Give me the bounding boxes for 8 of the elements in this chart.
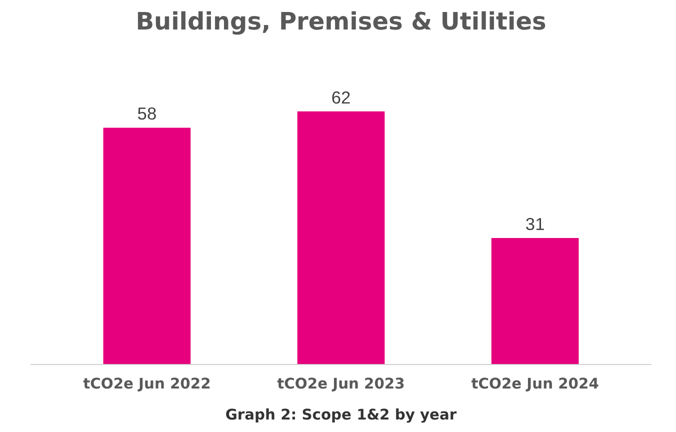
x-tick-label: tCO2e Jun 2024 <box>471 376 599 392</box>
data-label: 58 <box>137 104 157 124</box>
data-label: 31 <box>525 214 545 234</box>
data-label: 62 <box>331 87 351 108</box>
x-tick-label: tCO2e Jun 2023 <box>277 376 405 392</box>
x-tick-label: tCO2e Jun 2022 <box>83 376 211 392</box>
caption: Graph 2: Scope 1&2 by year <box>225 406 458 424</box>
chart-title: Buildings, Premises & Utilities <box>136 8 546 36</box>
